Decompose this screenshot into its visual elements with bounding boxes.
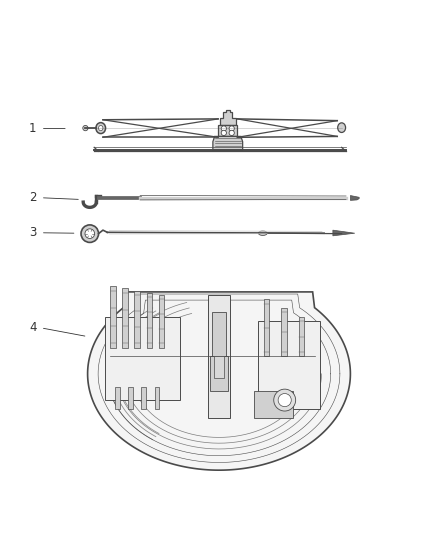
FancyBboxPatch shape (208, 295, 230, 418)
Circle shape (85, 229, 95, 238)
Circle shape (83, 125, 88, 131)
FancyBboxPatch shape (128, 387, 133, 409)
FancyBboxPatch shape (115, 387, 120, 409)
Circle shape (274, 389, 296, 411)
Ellipse shape (258, 231, 267, 236)
Circle shape (81, 225, 99, 243)
Text: 1: 1 (29, 122, 37, 135)
FancyBboxPatch shape (212, 312, 226, 356)
FancyBboxPatch shape (264, 300, 269, 356)
Polygon shape (218, 125, 237, 136)
FancyBboxPatch shape (159, 295, 164, 348)
FancyBboxPatch shape (281, 308, 287, 356)
Ellipse shape (99, 125, 103, 131)
Polygon shape (213, 136, 243, 150)
FancyBboxPatch shape (122, 288, 128, 348)
FancyBboxPatch shape (110, 286, 116, 348)
Circle shape (229, 126, 234, 131)
Circle shape (229, 130, 234, 135)
Polygon shape (88, 292, 350, 470)
Circle shape (221, 126, 226, 131)
Ellipse shape (96, 123, 106, 134)
Circle shape (221, 130, 226, 135)
FancyBboxPatch shape (141, 387, 146, 409)
FancyBboxPatch shape (146, 293, 152, 348)
FancyBboxPatch shape (210, 356, 228, 391)
Text: 2: 2 (29, 191, 37, 204)
Polygon shape (220, 110, 236, 125)
FancyBboxPatch shape (258, 321, 320, 409)
Ellipse shape (338, 123, 346, 133)
Text: 4: 4 (29, 321, 37, 334)
Text: 3: 3 (29, 227, 36, 239)
FancyBboxPatch shape (299, 317, 304, 356)
FancyBboxPatch shape (254, 391, 293, 418)
FancyBboxPatch shape (155, 387, 159, 409)
FancyBboxPatch shape (214, 356, 224, 378)
Polygon shape (350, 196, 359, 200)
FancyBboxPatch shape (105, 317, 180, 400)
Circle shape (278, 393, 291, 407)
FancyBboxPatch shape (134, 290, 140, 348)
Polygon shape (333, 230, 355, 236)
